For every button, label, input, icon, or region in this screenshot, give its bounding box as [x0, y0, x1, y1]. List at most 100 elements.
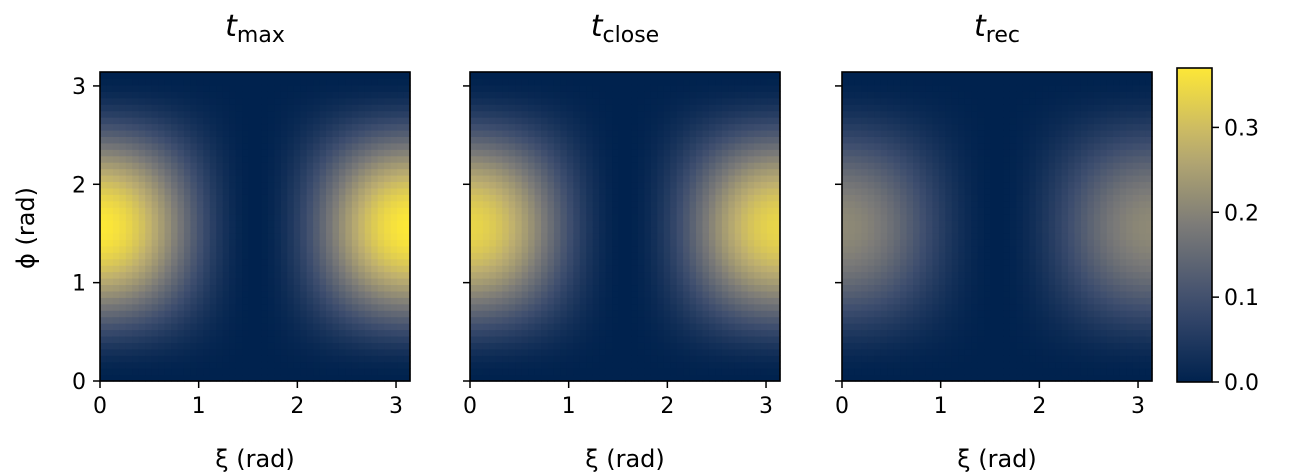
heatmap-cell [721, 265, 729, 273]
heatmap-cell [592, 123, 600, 131]
heatmap-cell [261, 374, 269, 382]
heatmap-cell [767, 310, 775, 318]
heatmap-cell [741, 84, 749, 92]
heatmap-cell [482, 97, 490, 105]
heatmap-cell [261, 342, 269, 350]
heatmap-cell [521, 303, 529, 311]
heatmap-cell [100, 310, 108, 318]
heatmap-cell [657, 258, 665, 266]
heatmap-cell [534, 117, 542, 125]
heatmap-cell [306, 245, 314, 253]
heatmap-cell [384, 123, 392, 131]
heatmap-cell [300, 310, 308, 318]
heatmap-cell [715, 104, 723, 112]
heatmap-cell [390, 374, 398, 382]
heatmap-cell [100, 226, 108, 234]
heatmap-cell [300, 323, 308, 331]
heatmap-cell [390, 226, 398, 234]
heatmap-cell [300, 265, 308, 273]
heatmap-cell [300, 142, 308, 150]
plot-frame [469, 71, 781, 382]
heatmap-cell [171, 168, 179, 176]
heatmap-cell [132, 252, 140, 260]
heatmap-cell [351, 187, 359, 195]
heatmap-cell [287, 84, 295, 92]
heatmap-cell [842, 297, 850, 305]
heatmap-cell [177, 72, 185, 80]
heatmap-cell [371, 323, 379, 331]
heatmap-cell [125, 245, 133, 253]
heatmap-cell [560, 239, 568, 247]
heatmap-cell [528, 194, 536, 202]
heatmap-cell [119, 348, 127, 356]
heatmap-cell [657, 265, 665, 273]
heatmap-cell [209, 258, 217, 266]
heatmap-cell [482, 207, 490, 215]
heatmap-cell [625, 239, 633, 247]
heatmap-cell [560, 129, 568, 137]
heatmap-cell [482, 290, 490, 298]
heatmap-cell [261, 316, 269, 324]
heatmap-cell [106, 72, 114, 80]
heatmap-cell [482, 129, 490, 137]
heatmap-cell [222, 348, 230, 356]
heatmap-cell [203, 149, 211, 157]
heatmap-cell [741, 265, 749, 273]
heatmap-cell [125, 335, 133, 343]
heatmap-cell [734, 361, 742, 369]
heatmap-cell [605, 348, 613, 356]
heatmap-cell [637, 181, 645, 189]
heatmap-cell [313, 72, 321, 80]
heatmap-cell [384, 323, 392, 331]
heatmap-cell [715, 187, 723, 195]
heatmap-cell [880, 342, 888, 350]
heatmap-cell [599, 104, 607, 112]
heatmap-cell [351, 84, 359, 92]
heatmap-cell [663, 284, 671, 292]
heatmap-cell [164, 97, 172, 105]
heatmap-cell [683, 155, 691, 163]
heatmap-cell [541, 245, 549, 253]
heatmap-cell [164, 142, 172, 150]
heatmap-cell [657, 239, 665, 247]
heatmap-cell [874, 136, 882, 144]
heatmap-cell [364, 72, 372, 80]
heatmap-cell [702, 213, 710, 221]
heatmap-cell [502, 342, 510, 350]
heatmap-cell [255, 245, 263, 253]
heatmap-cell [657, 290, 665, 298]
heatmap-cell [248, 297, 256, 305]
heatmap-cell [534, 104, 542, 112]
heatmap-cell [508, 252, 516, 260]
heatmap-cell [579, 374, 587, 382]
heatmap-cell [190, 181, 198, 189]
heatmap-cell [683, 168, 691, 176]
heatmap-cell [848, 175, 856, 183]
heatmap-cell [280, 252, 288, 260]
heatmap-cell [631, 117, 639, 125]
heatmap-cell [267, 220, 275, 228]
heatmap-cell [560, 162, 568, 170]
heatmap-cell [534, 252, 542, 260]
heatmap-cell [874, 245, 882, 253]
heatmap-cell [183, 374, 192, 382]
heatmap-cell [287, 142, 295, 150]
heatmap-cell [377, 290, 385, 298]
heatmap-cell [203, 187, 211, 195]
heatmap-cell [358, 258, 366, 266]
heatmap-cell [319, 252, 327, 260]
heatmap-cell [242, 329, 250, 337]
heatmap-cell [338, 213, 347, 221]
heatmap-cell [358, 84, 366, 92]
heatmap-cell [541, 155, 549, 163]
heatmap-cell [657, 278, 665, 286]
heatmap-cell [267, 142, 275, 150]
heatmap-cell [861, 220, 869, 228]
heatmap-cell [848, 162, 856, 170]
heatmap-cell [255, 252, 263, 260]
heatmap-cell [663, 290, 671, 298]
heatmap-cell [132, 232, 140, 240]
heatmap-cell [132, 200, 140, 208]
heatmap-cell [397, 78, 405, 86]
heatmap-cell [702, 310, 710, 318]
